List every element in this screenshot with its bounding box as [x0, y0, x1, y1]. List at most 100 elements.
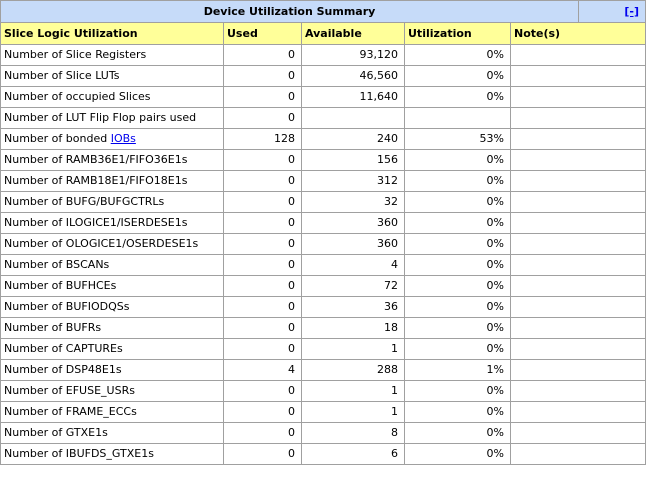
- row-name: Number of BUFRs: [4, 321, 102, 334]
- row-name-cell: Number of BUFG/BUFGCTRLs: [0, 191, 224, 213]
- row-name-link[interactable]: IOBs: [110, 132, 136, 145]
- table-row: Number of LUT Flip Flop pairs used 0: [0, 107, 646, 129]
- row-name-cell: Number of BUFRs: [0, 317, 224, 339]
- row-available: 32: [301, 191, 405, 213]
- table-row: Number of BUFRs 0 18 0%: [0, 317, 646, 339]
- row-used: 0: [223, 422, 302, 444]
- collapse-toggle-cell: [-]: [578, 0, 646, 23]
- row-name-cell: Number of DSP48E1s: [0, 359, 224, 381]
- row-utilization: 0%: [404, 149, 511, 171]
- row-available: 288: [301, 359, 405, 381]
- row-name: Number of ILOGICE1/ISERDESE1s: [4, 216, 188, 229]
- header-row: Slice Logic Utilization Used Available U…: [0, 22, 646, 45]
- row-available: 4: [301, 254, 405, 276]
- row-available: 46,560: [301, 65, 405, 87]
- header-available: Available: [301, 22, 405, 45]
- row-name-cell: Number of EFUSE_USRs: [0, 380, 224, 402]
- row-available: 156: [301, 149, 405, 171]
- table-row: Number of IBUFDS_GTXE1s 0 6 0%: [0, 443, 646, 465]
- table-row: Number of ILOGICE1/ISERDESE1s 0 360 0%: [0, 212, 646, 234]
- row-used: 0: [223, 317, 302, 339]
- row-available: 36: [301, 296, 405, 318]
- row-used: 0: [223, 254, 302, 276]
- row-name: Number of FRAME_ECCs: [4, 405, 137, 418]
- row-available: 11,640: [301, 86, 405, 108]
- row-used: 0: [223, 149, 302, 171]
- table-row: Number of BSCANs 0 4 0%: [0, 254, 646, 276]
- table-row: Number of Slice LUTs 0 46,560 0%: [0, 65, 646, 87]
- row-name-cell: Number of CAPTUREs: [0, 338, 224, 360]
- row-name-cell: Number of FRAME_ECCs: [0, 401, 224, 423]
- row-utilization: 0%: [404, 86, 511, 108]
- row-name: Number of BSCANs: [4, 258, 110, 271]
- row-utilization: 0%: [404, 338, 511, 360]
- row-notes: [510, 170, 646, 192]
- row-notes: [510, 275, 646, 297]
- row-available: 360: [301, 212, 405, 234]
- row-notes: [510, 86, 646, 108]
- row-used: 128: [223, 128, 302, 150]
- row-used: 0: [223, 191, 302, 213]
- header-notes: Note(s): [510, 22, 646, 45]
- row-utilization: 0%: [404, 44, 511, 66]
- row-notes: [510, 65, 646, 87]
- row-available: [301, 107, 405, 129]
- table-row: Number of occupied Slices 0 11,640 0%: [0, 86, 646, 108]
- row-name-cell: Number of LUT Flip Flop pairs used: [0, 107, 224, 129]
- row-name-cell: Number of OLOGICE1/OSERDESE1s: [0, 233, 224, 255]
- row-notes: [510, 296, 646, 318]
- header-used: Used: [223, 22, 302, 45]
- table-row: Number of RAMB36E1/FIFO36E1s 0 156 0%: [0, 149, 646, 171]
- row-used: 4: [223, 359, 302, 381]
- row-used: 0: [223, 296, 302, 318]
- row-utilization: 0%: [404, 401, 511, 423]
- table-row: Number of OLOGICE1/OSERDESE1s 0 360 0%: [0, 233, 646, 255]
- collapse-toggle-link[interactable]: [-]: [624, 4, 639, 18]
- row-used: 0: [223, 65, 302, 87]
- table-title: Device Utilization Summary: [0, 0, 579, 23]
- row-name-cell: Number of RAMB36E1/FIFO36E1s: [0, 149, 224, 171]
- row-utilization: 0%: [404, 212, 511, 234]
- row-utilization: 0%: [404, 317, 511, 339]
- header-utilization: Utilization: [404, 22, 511, 45]
- row-name: Number of LUT Flip Flop pairs used: [4, 111, 197, 124]
- row-notes: [510, 254, 646, 276]
- row-name: Number of Slice LUTs: [4, 69, 120, 82]
- row-utilization: 0%: [404, 275, 511, 297]
- row-name: Number of BUFG/BUFGCTRLs: [4, 195, 165, 208]
- row-utilization: 0%: [404, 233, 511, 255]
- row-notes: [510, 359, 646, 381]
- row-available: 1: [301, 401, 405, 423]
- table-row: Number of BUFIODQSs 0 36 0%: [0, 296, 646, 318]
- row-name: Number of bonded: [4, 132, 111, 145]
- row-utilization: 53%: [404, 128, 511, 150]
- row-available: 312: [301, 170, 405, 192]
- row-utilization: 0%: [404, 254, 511, 276]
- row-used: 0: [223, 170, 302, 192]
- row-notes: [510, 317, 646, 339]
- row-used: 0: [223, 86, 302, 108]
- row-used: 0: [223, 233, 302, 255]
- row-notes: [510, 212, 646, 234]
- table-row: Number of GTXE1s 0 8 0%: [0, 422, 646, 444]
- row-notes: [510, 107, 646, 129]
- row-utilization: [404, 107, 511, 129]
- row-name: Number of OLOGICE1/OSERDESE1s: [4, 237, 199, 250]
- row-utilization: 0%: [404, 65, 511, 87]
- device-utilization-table: Device Utilization Summary [-] Slice Log…: [0, 0, 646, 465]
- row-name: Number of occupied Slices: [4, 90, 151, 103]
- row-available: 6: [301, 443, 405, 465]
- table-row: Number of EFUSE_USRs 0 1 0%: [0, 380, 646, 402]
- table-row: Number of bonded IOBs 128 240 53%: [0, 128, 646, 150]
- row-used: 0: [223, 338, 302, 360]
- table-row: Number of FRAME_ECCs 0 1 0%: [0, 401, 646, 423]
- row-used: 0: [223, 212, 302, 234]
- row-name-cell: Number of BSCANs: [0, 254, 224, 276]
- table-row: Number of RAMB18E1/FIFO18E1s 0 312 0%: [0, 170, 646, 192]
- row-available: 360: [301, 233, 405, 255]
- row-notes: [510, 149, 646, 171]
- row-notes: [510, 191, 646, 213]
- row-name-cell: Number of bonded IOBs: [0, 128, 224, 150]
- row-utilization: 0%: [404, 191, 511, 213]
- row-name: Number of BUFHCEs: [4, 279, 117, 292]
